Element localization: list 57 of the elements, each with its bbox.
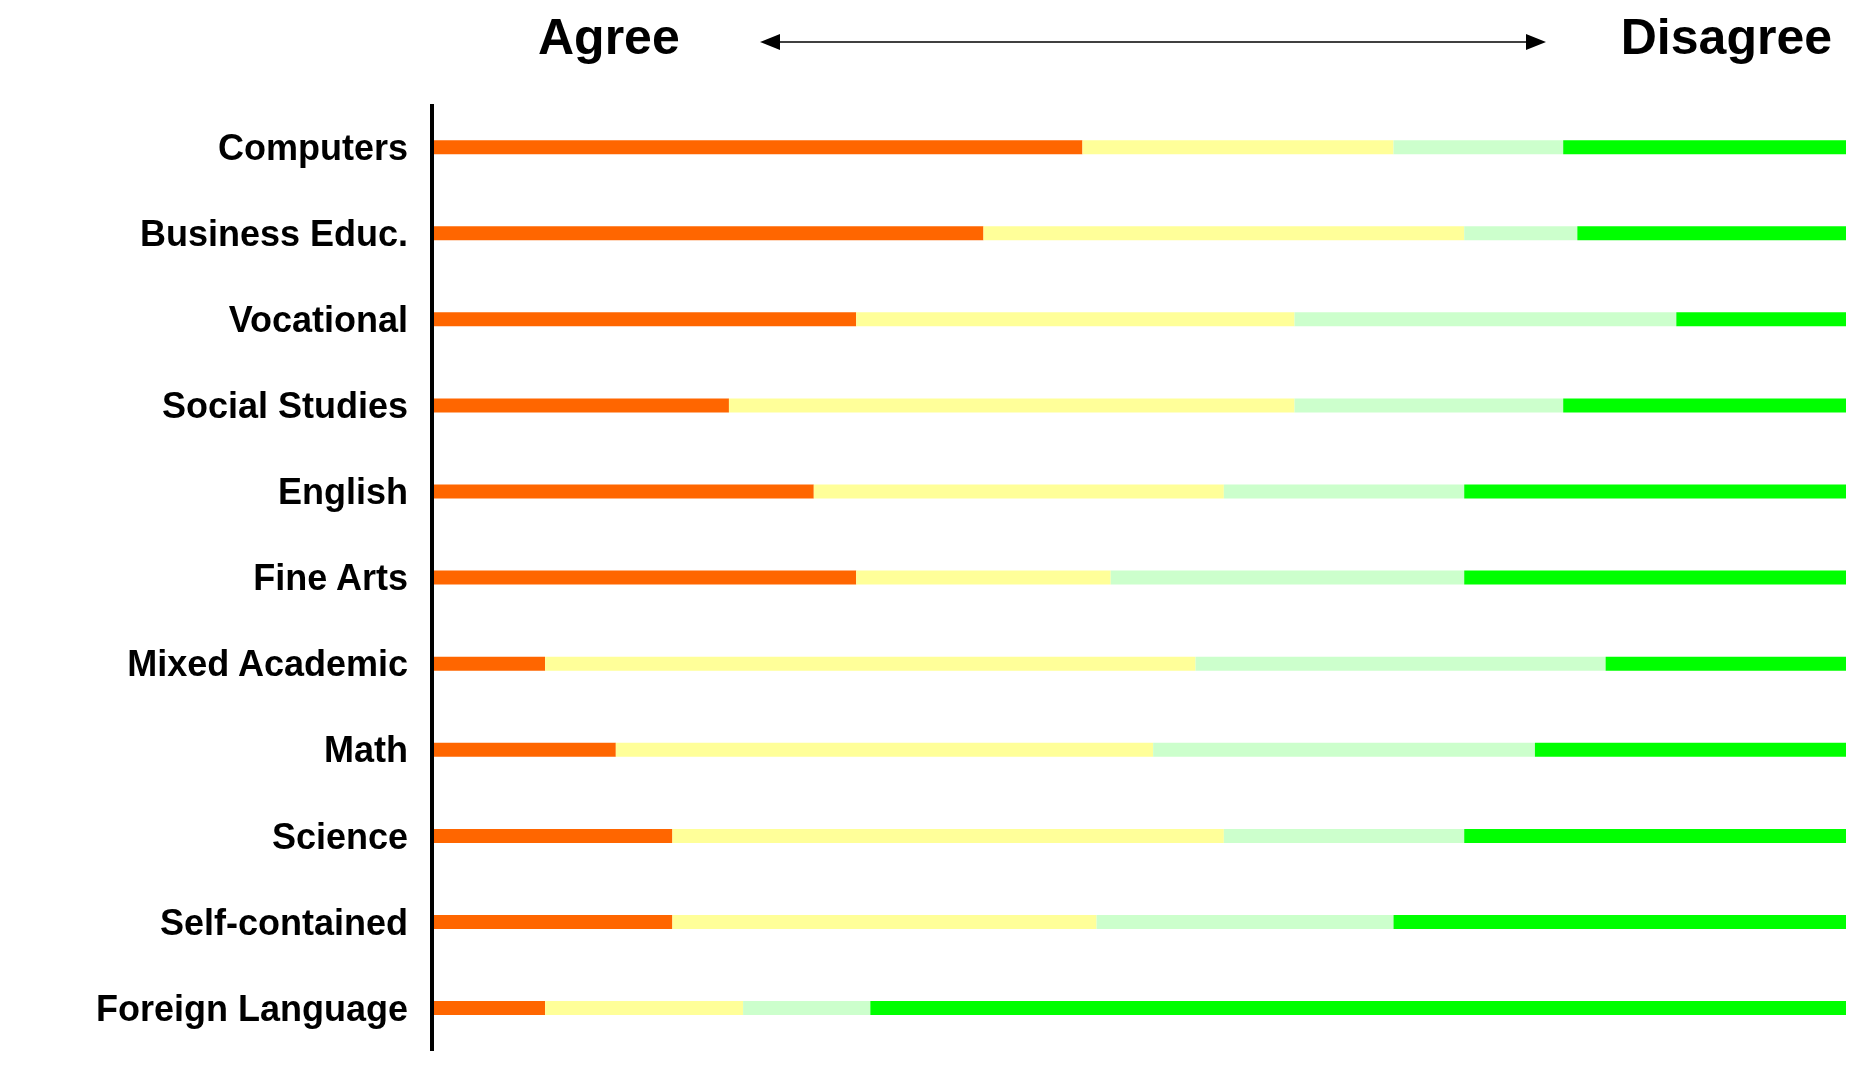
y-tick-label: Mixed Academic [127, 643, 408, 685]
bar [1577, 226, 1846, 241]
y-tick-label: Foreign Language [95, 987, 408, 1029]
bar [1563, 140, 1846, 155]
bar [728, 398, 1295, 413]
bar [545, 656, 1196, 671]
text: Agree [538, 8, 680, 66]
bar [856, 570, 1111, 585]
bar [672, 828, 1224, 843]
bar [1393, 914, 1846, 929]
bar [432, 484, 814, 499]
bar [1223, 828, 1465, 843]
bar [1676, 312, 1846, 327]
bar [1464, 226, 1578, 241]
bar [1082, 140, 1394, 155]
bar [545, 1001, 744, 1016]
bar [1534, 742, 1846, 757]
text: Disagree [1620, 8, 1832, 66]
bar [1153, 742, 1535, 757]
bar [432, 742, 616, 757]
bar [432, 828, 673, 843]
bar [1294, 312, 1677, 327]
bar [432, 1001, 546, 1016]
y-tick-label: Social Studies [161, 385, 408, 427]
y-tick-label: Fine Arts [253, 557, 408, 599]
bar [432, 226, 984, 241]
bar [432, 312, 857, 327]
bar [432, 140, 1083, 155]
bar [1464, 828, 1846, 843]
bar [672, 914, 1097, 929]
y-tick-label: Math [324, 729, 408, 771]
y-tick-label: Business Educ. [139, 212, 408, 254]
y-tick-label: Science [271, 815, 408, 857]
bar [432, 398, 729, 413]
bar [983, 226, 1465, 241]
bar [432, 656, 546, 671]
bar [1563, 398, 1846, 413]
bar [1195, 656, 1606, 671]
bar [1096, 914, 1394, 929]
bar [1464, 484, 1846, 499]
bar [1464, 570, 1846, 585]
bar [743, 1001, 871, 1016]
bar [870, 1001, 1846, 1016]
bar [432, 914, 673, 929]
bar [432, 570, 857, 585]
bar [813, 484, 1224, 499]
bar [856, 312, 1295, 327]
y-tick-label: Self-contained [159, 901, 408, 943]
bar [1294, 398, 1564, 413]
y-tick-label: Vocational [228, 299, 408, 341]
y-tick-label: Computers [217, 126, 408, 168]
bar [615, 742, 1154, 757]
bar [1605, 656, 1846, 671]
bar [1110, 570, 1465, 585]
bar [1393, 140, 1564, 155]
bar [1223, 484, 1465, 499]
y-tick-label: English [277, 471, 408, 513]
